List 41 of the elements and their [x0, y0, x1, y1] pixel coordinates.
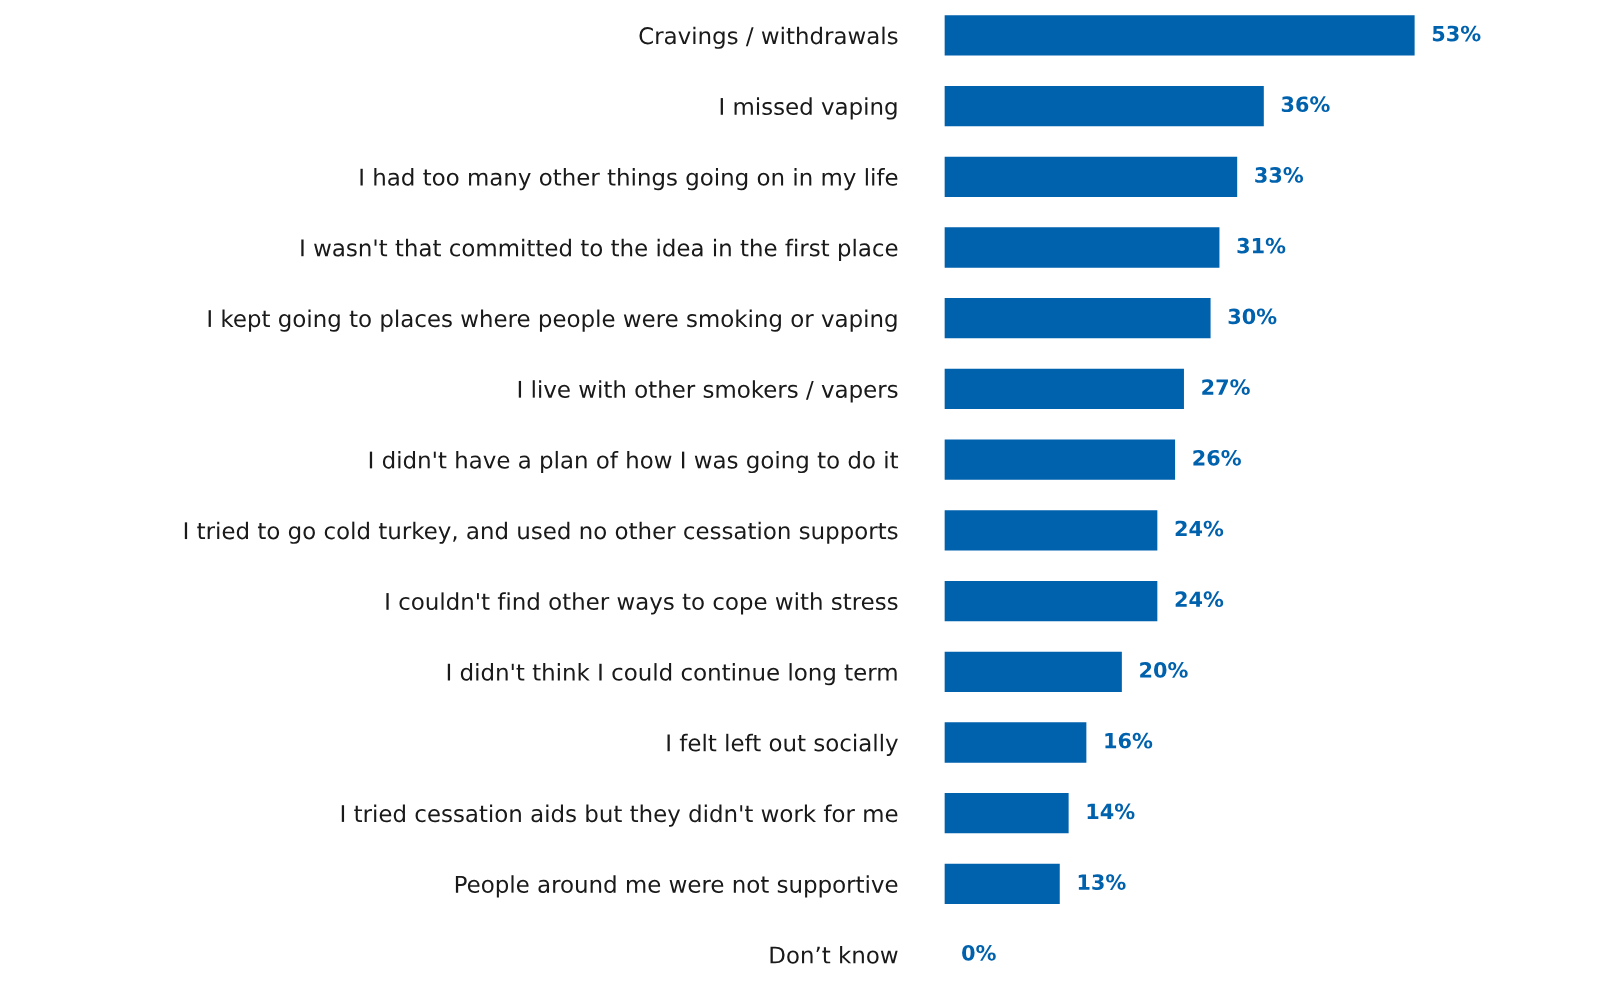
y-tick-label: I missed vaping [720, 97, 897, 120]
bar [944, 722, 1087, 763]
data-label: 13% [1078, 874, 1126, 890]
data-label: 27% [1202, 379, 1250, 395]
data-label: 30% [1228, 308, 1277, 325]
y-tick-label: I wasn't that committed to the idea in the first place [301, 238, 898, 261]
bar [944, 580, 1158, 622]
y-tick-label: Cravings / withdrawals [639, 26, 898, 49]
data-label: 33% [1255, 167, 1304, 183]
y-tick-label: I had too many other things going on in my life [360, 168, 898, 191]
bar [944, 793, 1069, 834]
bar [944, 85, 1264, 127]
bar [944, 439, 1176, 480]
y-tick-label: I felt left out socially [667, 733, 898, 756]
bar [944, 156, 1238, 197]
bar [944, 651, 1122, 692]
data-label: 31% [1237, 237, 1286, 254]
y-tick-label: I kept going to places where people were smoking or vaping [208, 309, 897, 332]
y-tick-label: I live with other smokers / vapers [518, 380, 898, 403]
data-label: 14% [1087, 803, 1135, 820]
y-tick-label: Don’t know [770, 945, 898, 964]
y-tick-label: I couldn't find other ways to cope with stress [386, 592, 898, 615]
y-tick-label: I didn't think I could continue long term [447, 663, 897, 686]
y-tick-label: People around me were not supportive [455, 875, 898, 898]
bar [944, 510, 1158, 551]
data-label: 36% [1281, 96, 1330, 113]
bar [944, 298, 1211, 339]
bar [944, 227, 1220, 268]
data-label: 53% [1432, 25, 1481, 42]
bar [944, 368, 1184, 410]
data-label: 16% [1105, 732, 1153, 749]
y-tick-label: I didn't have a plan of how I was going to do it [369, 450, 899, 474]
data-label: 0% [962, 944, 996, 961]
bar [944, 863, 1060, 905]
bar [944, 15, 1415, 56]
data-label: 26% [1193, 449, 1241, 466]
y-tick-label: I tried cessation aids but they didn't work for me [341, 804, 898, 827]
y-tick-label: I tried to go cold turkey, and used no other cessation supports [184, 521, 898, 544]
data-label: 20% [1140, 662, 1188, 678]
data-label: 24% [1175, 591, 1224, 608]
data-label: 24% [1175, 520, 1224, 537]
